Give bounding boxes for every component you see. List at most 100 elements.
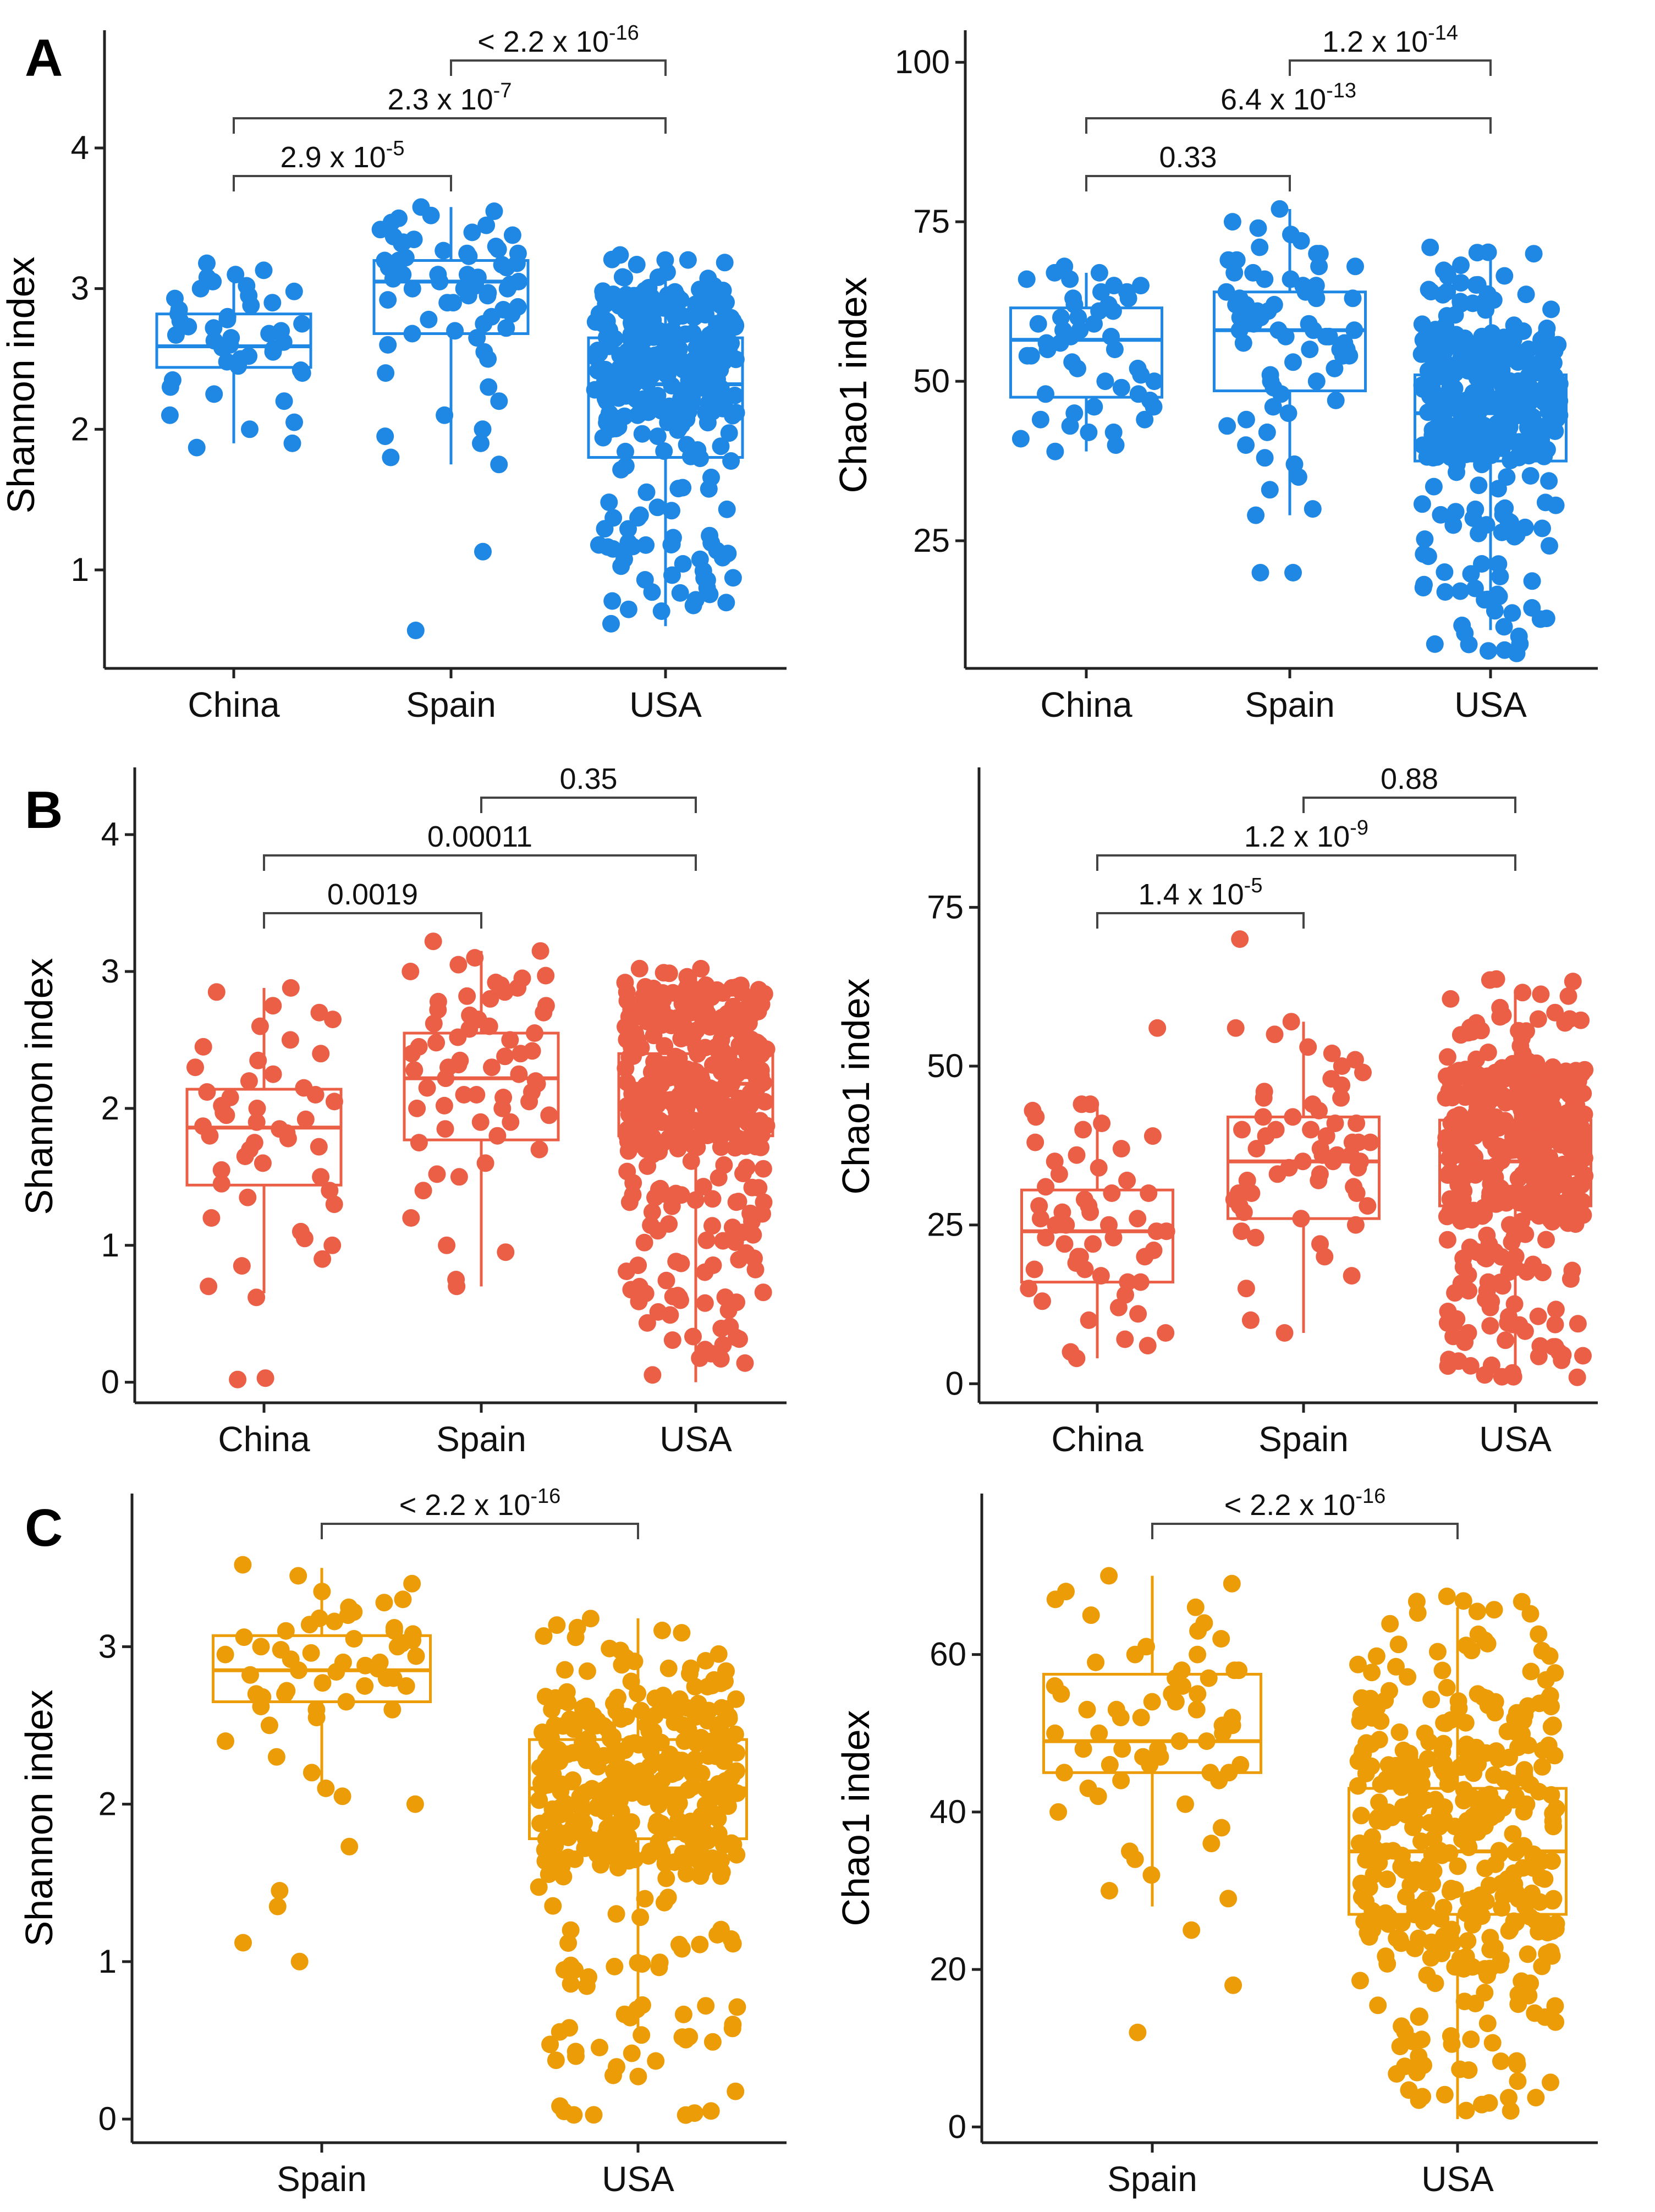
data-point bbox=[1011, 430, 1030, 448]
data-point bbox=[629, 1954, 647, 1972]
x-category-label: Spain bbox=[277, 2159, 367, 2199]
data-point bbox=[712, 437, 730, 455]
data-point bbox=[1432, 506, 1450, 524]
data-point bbox=[666, 1853, 684, 1871]
data-point bbox=[487, 238, 505, 255]
data-point bbox=[651, 1694, 669, 1711]
data-point bbox=[1265, 295, 1283, 314]
data-point bbox=[1249, 219, 1267, 237]
data-point bbox=[690, 1816, 708, 1834]
data-point bbox=[581, 1610, 600, 1628]
data-point bbox=[637, 536, 655, 554]
data-point bbox=[702, 2102, 720, 2120]
data-point bbox=[1055, 257, 1074, 276]
data-point bbox=[574, 1734, 591, 1752]
data-point bbox=[748, 1071, 766, 1089]
data-point bbox=[720, 1708, 738, 1726]
data-point bbox=[1357, 1734, 1376, 1752]
data-point bbox=[377, 364, 395, 382]
data-point bbox=[356, 1677, 374, 1695]
data-point bbox=[268, 1897, 287, 1915]
data-point bbox=[1102, 327, 1120, 345]
data-point bbox=[622, 1281, 640, 1299]
data-point bbox=[326, 1612, 343, 1631]
data-point bbox=[580, 1968, 597, 1986]
data-point bbox=[714, 1336, 732, 1354]
data-point bbox=[450, 1168, 468, 1186]
data-point bbox=[1547, 1799, 1565, 1818]
data-point bbox=[727, 350, 745, 369]
data-point bbox=[616, 1741, 634, 1759]
data-point bbox=[1454, 1258, 1472, 1276]
data-point bbox=[633, 2026, 651, 2044]
data-point bbox=[1483, 1117, 1501, 1135]
data-point bbox=[207, 983, 226, 1001]
data-point bbox=[678, 410, 696, 428]
data-point bbox=[474, 420, 492, 438]
data-point bbox=[678, 1099, 696, 1117]
points bbox=[1046, 1567, 1250, 2041]
data-point bbox=[1406, 1939, 1424, 1957]
data-point bbox=[1443, 1089, 1461, 1107]
data-point bbox=[1121, 1842, 1139, 1860]
bracket-line bbox=[321, 1523, 639, 1539]
data-point bbox=[670, 1068, 688, 1086]
x-category-label: USA bbox=[1454, 685, 1527, 724]
data-point bbox=[1212, 1819, 1230, 1837]
data-point bbox=[1202, 1835, 1220, 1853]
data-point bbox=[337, 1693, 355, 1711]
data-point bbox=[1018, 270, 1036, 288]
data-point bbox=[1434, 1735, 1453, 1753]
box-group-spain bbox=[1225, 930, 1381, 1342]
data-point bbox=[726, 386, 744, 404]
box-group-china bbox=[1009, 257, 1163, 460]
data-point bbox=[1087, 1653, 1105, 1671]
data-point bbox=[1559, 987, 1577, 1005]
data-point bbox=[628, 1102, 646, 1121]
data-point bbox=[652, 323, 670, 342]
data-point bbox=[1530, 1923, 1548, 1941]
data-point bbox=[1544, 1338, 1563, 1356]
data-point bbox=[248, 1288, 266, 1307]
data-point bbox=[233, 1257, 251, 1275]
data-point bbox=[691, 1935, 709, 1953]
data-point bbox=[1493, 439, 1511, 457]
data-point bbox=[1237, 1280, 1255, 1298]
data-point bbox=[1414, 579, 1432, 597]
data-point bbox=[1520, 367, 1538, 385]
data-point bbox=[1511, 635, 1529, 653]
data-point bbox=[703, 2033, 722, 2051]
x-category-label: China bbox=[1051, 1419, 1143, 1459]
data-point bbox=[458, 987, 476, 1005]
data-point bbox=[1391, 2038, 1409, 2055]
data-point bbox=[1567, 1177, 1585, 1194]
y-tick-label: 0 bbox=[98, 2100, 117, 2137]
data-point bbox=[1393, 2017, 1411, 2035]
data-point bbox=[1304, 1095, 1322, 1113]
data-point bbox=[1527, 2089, 1545, 2107]
data-point bbox=[1381, 1615, 1399, 1633]
data-point bbox=[412, 198, 430, 216]
data-point bbox=[1418, 1966, 1436, 1984]
data-point bbox=[1266, 1025, 1284, 1044]
data-point bbox=[547, 2051, 565, 2070]
data-point bbox=[1517, 286, 1535, 304]
data-point bbox=[494, 301, 513, 319]
data-point bbox=[1508, 378, 1526, 397]
data-point bbox=[607, 409, 625, 427]
data-point bbox=[245, 1134, 263, 1152]
points bbox=[186, 979, 343, 1388]
data-point bbox=[1493, 1277, 1511, 1295]
data-point bbox=[1348, 1115, 1366, 1132]
data-point bbox=[719, 1047, 738, 1065]
data-point bbox=[684, 596, 702, 614]
significance-bracket: 2.9 x 10-5 bbox=[233, 137, 452, 191]
data-point bbox=[724, 1935, 742, 1953]
significance-bracket: 0.33 bbox=[1085, 141, 1291, 191]
data-point bbox=[548, 1616, 566, 1634]
data-point bbox=[310, 1138, 328, 1156]
y-tick-label: 0 bbox=[101, 1364, 119, 1401]
data-point bbox=[727, 404, 745, 422]
data-point bbox=[1157, 1324, 1175, 1342]
significance-bracket: 0.88 bbox=[1302, 762, 1516, 813]
